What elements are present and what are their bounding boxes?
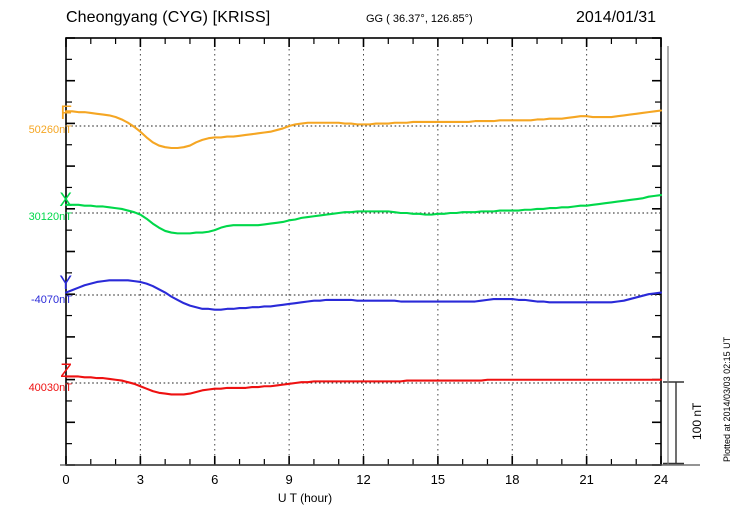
component-label-X: X 30120nT: [0, 191, 72, 224]
x-tick-label: 18: [505, 472, 520, 487]
x-axis-title: U T (hour): [277, 491, 333, 505]
plot-frame: [65, 37, 662, 466]
trace-F: [64, 109, 663, 150]
geographic-coordinates: GG ( 36.37°, 126.85°): [366, 13, 473, 25]
component-baseline-Y: -4070nT: [31, 294, 72, 306]
x-tick-label: 12: [356, 472, 371, 487]
x-tick-label: 6: [211, 472, 219, 487]
station-title: Cheongyang (CYG) [KRISS]: [66, 9, 271, 26]
scale-bar-label: 100 nT: [690, 402, 704, 440]
component-letter-X: X: [59, 190, 72, 211]
component-baseline-X: 30120nT: [28, 211, 72, 223]
x-tick-label: 21: [579, 472, 594, 487]
trace-Y: [64, 279, 663, 311]
plotted-timestamp: Plotted at 2014/03/03 02:15 UT: [722, 336, 730, 462]
component-label-Z: Z 40030nT: [0, 362, 72, 395]
component-baseline-F: 50260nT: [28, 124, 72, 136]
x-tick-label: 9: [285, 472, 293, 487]
x-tick-label: 0: [62, 472, 70, 487]
component-letter-F: F: [60, 103, 72, 124]
component-baseline-Z: 40030nT: [28, 382, 72, 394]
x-tick-label: 3: [136, 472, 144, 487]
component-letter-Z: Z: [60, 361, 72, 382]
component-letter-Y: Y: [59, 273, 72, 294]
trace-X: [64, 194, 663, 235]
trace-Z: [64, 375, 663, 396]
x-tick-label: 15: [430, 472, 446, 487]
component-label-F: F 50260nT: [0, 104, 72, 137]
x-tick-label: 24: [653, 472, 669, 487]
observation-date: 2014/01/31: [576, 9, 657, 26]
component-label-Y: Y -4070nT: [0, 274, 72, 307]
